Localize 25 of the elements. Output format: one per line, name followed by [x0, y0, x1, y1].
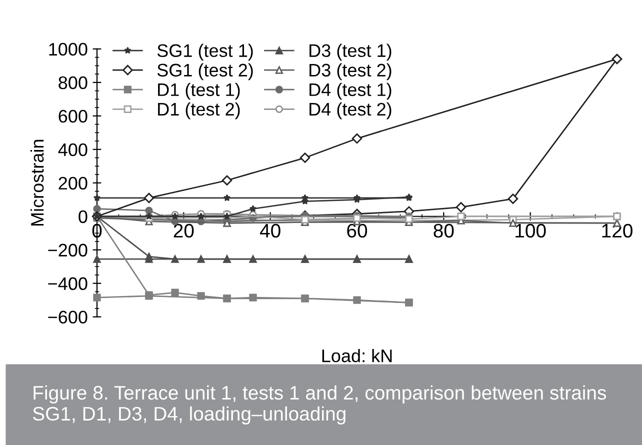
x-axis-title: Load: kN: [322, 348, 392, 362]
y-tick-label: −600: [48, 310, 88, 324]
legend-label: SG1 (test 1): [157, 44, 253, 61]
x-tick-label: 40: [260, 224, 280, 238]
y-tick-label: 400: [58, 143, 88, 156]
legend-label: D3 (test 1): [310, 44, 392, 61]
y-tick-label: 0: [78, 210, 88, 224]
y-tick-label: −400: [48, 277, 88, 290]
x-tick-label: 100: [516, 224, 546, 238]
legend-label: SG1 (test 2): [157, 63, 253, 80]
legend-label: D4 (test 2): [310, 102, 392, 120]
legend-label: D1 (test 2): [158, 102, 240, 120]
y-axis-title: Microstrain: [30, 140, 44, 226]
x-tick-label: 60: [347, 224, 368, 238]
legend-label: D3 (test 2): [310, 63, 392, 80]
y-tick-label: 600: [58, 110, 88, 123]
y-tick-label: 200: [58, 176, 88, 190]
x-tick-label: 20: [174, 224, 194, 238]
legend-label: D4 (test 1): [310, 82, 392, 100]
legend-label: D1 (test 1): [158, 82, 240, 100]
x-tick-label: 80: [434, 224, 454, 238]
y-tick-label: 800: [58, 76, 88, 90]
y-tick-label: 1000: [49, 42, 88, 56]
y-tick-label: −200: [48, 244, 88, 257]
caption: Figure 8. Terrace unit 1, tests 1 and 2, comparison between strains SG1, D1, D3, D4, loading–unloading: [32, 385, 606, 424]
